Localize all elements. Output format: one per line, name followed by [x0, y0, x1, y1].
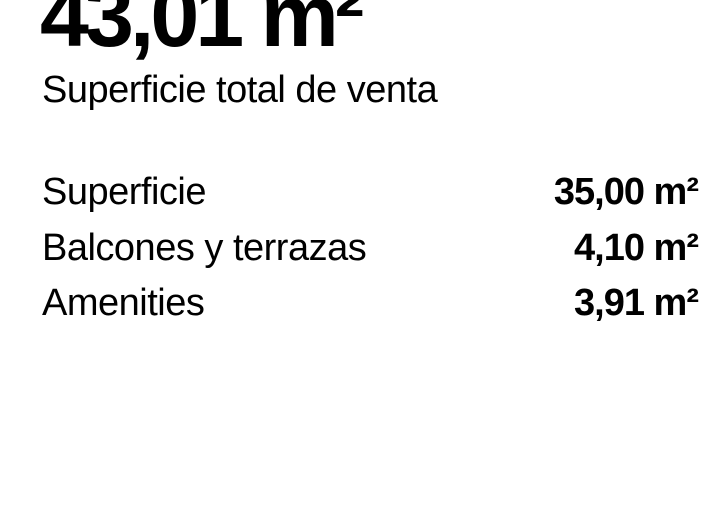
row-label: Amenities	[42, 282, 205, 324]
row-value: 3,91 m²	[574, 282, 699, 324]
area-row: Balcones y terrazas 4,10 m²	[42, 221, 699, 277]
total-area: 43,01 m²	[40, 0, 364, 65]
area-row: Superficie 35,00 m²	[42, 165, 699, 221]
area-row: Amenities 3,91 m²	[42, 276, 699, 332]
row-value: 4,10 m²	[574, 226, 699, 269]
row-value: 35,00 m²	[553, 171, 699, 213]
area-breakdown: Superficie 35,00 m² Balcones y terrazas 4,1…	[42, 165, 699, 332]
total-label: Superficie total de venta	[42, 69, 438, 111]
row-label: Balcones y terrazas	[42, 226, 367, 269]
row-label: Superficie	[42, 171, 206, 213]
